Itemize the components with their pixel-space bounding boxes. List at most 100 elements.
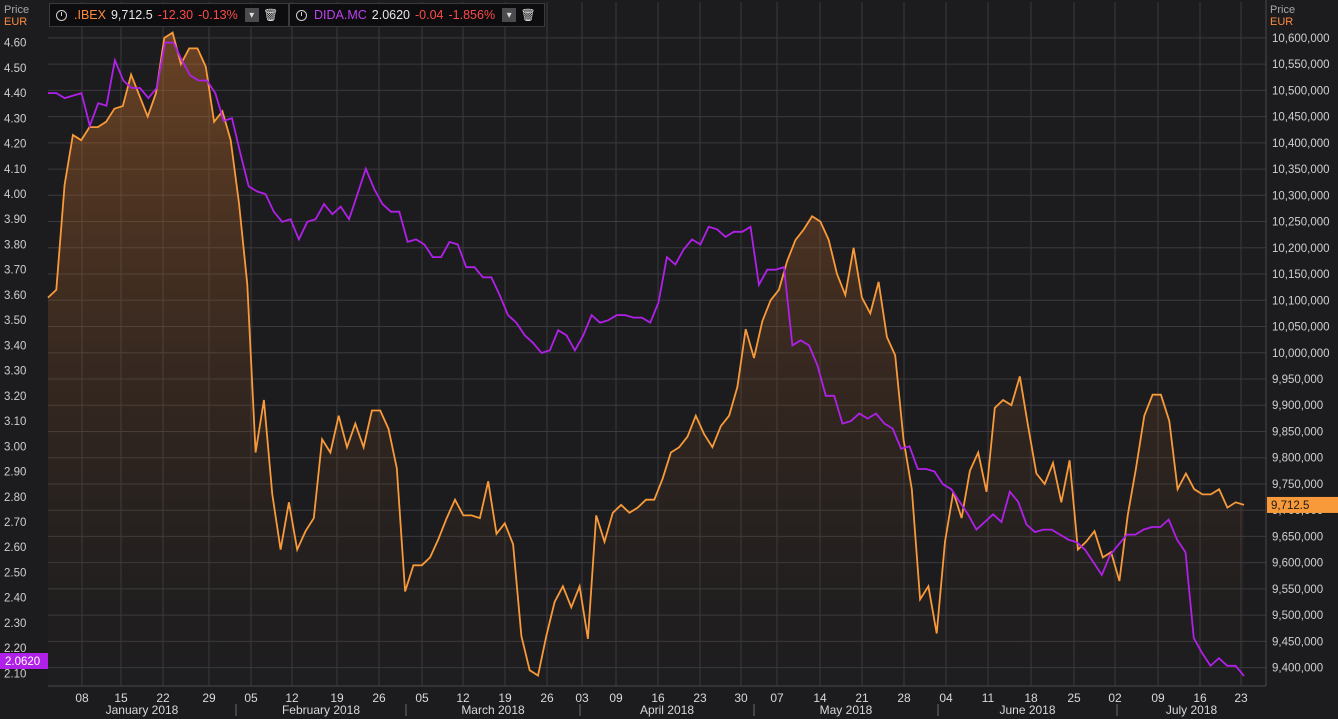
month-label: February 2018	[282, 703, 360, 717]
right-tick-label: 10,150,000	[1272, 269, 1330, 281]
x-tick-label: 03	[575, 691, 589, 705]
month-label: July 2018	[1166, 703, 1218, 717]
clock-icon[interactable]	[56, 9, 67, 21]
ibex-area-fill	[48, 32, 1244, 687]
legend-dida[interactable]: DIDA.MC 2.0620 -0.04 -1.856% ▾ 🗑	[289, 3, 545, 27]
left-axis-label: Price	[4, 4, 30, 16]
legend-ibex[interactable]: .IBEX 9,712.5 -12.30 -0.13% ▾ 🗑	[49, 3, 289, 27]
x-tick-label: 22	[156, 691, 170, 705]
left-tick-label: 3.90	[4, 214, 26, 226]
x-tick-label: 05	[244, 691, 258, 705]
right-tick-label: 9,450,000	[1272, 636, 1323, 648]
right-tick-label: 9,900,000	[1272, 400, 1323, 412]
left-tick-label: 4.40	[4, 88, 26, 100]
x-tick-label: 11	[982, 691, 995, 705]
right-tick-label: 10,400,000	[1272, 138, 1330, 150]
dida-change: -0.04	[415, 8, 444, 22]
right-tick-label: 10,200,000	[1272, 243, 1330, 255]
x-tick-label: 04	[939, 691, 953, 705]
x-tick-label: 18	[1024, 691, 1038, 705]
x-tick-label: 08	[75, 691, 89, 705]
x-tick-label: 25	[1067, 691, 1081, 705]
ibex-change: -12.30	[157, 8, 194, 22]
left-tick-label: 2.10	[4, 668, 26, 680]
dida-line	[48, 41, 1245, 677]
month-label: June 2018	[999, 703, 1055, 717]
ibex-last: 9,712.5	[110, 8, 153, 22]
right-tick-label: 10,300,000	[1272, 190, 1330, 202]
dida-price-tag-text: 2.0620	[5, 656, 40, 668]
x-tick-label: 23	[1234, 691, 1248, 705]
right-tick-label: 10,600,000	[1272, 33, 1330, 45]
dida-last: 2.0620	[371, 8, 411, 22]
x-tick-label: 19	[330, 691, 344, 705]
left-axis-unit: EUR	[4, 16, 28, 28]
left-tick-label: 3.10	[4, 416, 26, 428]
right-tick-label: 9,950,000	[1272, 374, 1323, 386]
x-tick-label: 12	[456, 691, 470, 705]
left-tick-label: 3.70	[4, 265, 26, 277]
left-tick-label: 3.50	[4, 315, 26, 327]
ibex-price-tag	[1267, 496, 1338, 513]
right-axis: 9,400,000 9,450,000 9,500,000 9,550,000 9,60…	[1272, 33, 1330, 675]
left-tick-label: 4.50	[4, 63, 26, 75]
x-tick-label: 19	[498, 691, 512, 705]
left-tick-label: 2.30	[4, 618, 26, 630]
left-tick-label: 2.50	[4, 567, 26, 579]
left-tick-label: 3.30	[4, 366, 26, 378]
right-tick-label: 10,550,000	[1272, 59, 1330, 71]
trash-icon[interactable]: 🗑	[263, 8, 279, 22]
x-axis: 08 15 22 29 05 12 19 26 05 12 19 26 03 09 16 23 30 07 14 21…	[75, 691, 1248, 717]
x-tick-label: 14	[813, 691, 827, 705]
right-tick-label: 9,750,000	[1272, 479, 1323, 491]
chevron-down-icon[interactable]: ▾	[502, 8, 517, 22]
right-tick-label: 9,650,000	[1272, 531, 1323, 543]
left-tick-label: 3.20	[4, 391, 26, 403]
left-tick-label: 2.80	[4, 492, 26, 504]
right-tick-label: 10,100,000	[1272, 295, 1330, 307]
x-tick-label: 02	[1108, 691, 1122, 705]
x-tick-label: 21	[855, 691, 869, 705]
dida-symbol[interactable]: DIDA.MC	[314, 8, 367, 22]
x-tick-label: 29	[202, 691, 216, 705]
x-tick-label: 07	[770, 691, 784, 705]
month-label: March 2018	[461, 703, 525, 717]
left-axis-header: Price EUR	[4, 4, 29, 28]
right-axis-label: Price	[1270, 4, 1296, 16]
left-tick-label: 2.90	[4, 467, 26, 479]
trash-icon[interactable]: 🗑	[520, 8, 536, 22]
x-tick-label: 09	[1151, 691, 1165, 705]
x-tick-label: 05	[415, 691, 429, 705]
right-tick-label: 10,350,000	[1272, 164, 1330, 176]
left-tick-label: 2.60	[4, 542, 26, 554]
left-tick-label: 3.40	[4, 340, 26, 352]
x-tick-label: 09	[609, 691, 623, 705]
left-tick-label: 4.00	[4, 189, 26, 201]
right-tick-label: 9,600,000	[1272, 558, 1323, 570]
month-label: January 2018	[106, 703, 179, 717]
dida-pct: -1.856%	[448, 8, 496, 22]
chevron-down-icon[interactable]: ▾	[244, 8, 259, 22]
right-tick-label: 10,500,000	[1272, 85, 1330, 97]
right-tick-label: 9,400,000	[1272, 663, 1323, 675]
x-tick-label: 12	[285, 691, 299, 705]
left-tick-label: 3.60	[4, 290, 26, 302]
left-tick-label: 2.40	[4, 593, 26, 605]
left-tick-label: 2.20	[4, 643, 26, 655]
x-tick-label: 30	[734, 691, 748, 705]
left-tick-label: 4.30	[4, 113, 26, 125]
left-tick-label: 4.60	[4, 38, 26, 50]
ibex-symbol[interactable]: .IBEX	[74, 8, 106, 22]
right-tick-label: 10,050,000	[1272, 322, 1330, 334]
right-tick-label: 9,550,000	[1272, 584, 1323, 596]
x-tick-label: 16	[1193, 691, 1207, 705]
x-tick-label: 23	[693, 691, 707, 705]
clock-icon[interactable]	[296, 9, 307, 21]
right-axis-header: Price EUR	[1270, 4, 1295, 28]
x-tick-label: 16	[651, 691, 665, 705]
ibex-price-tag-text: 9,712.5	[1271, 500, 1309, 512]
right-tick-label: 10,450,000	[1272, 112, 1330, 124]
month-label: May 2018	[820, 703, 873, 717]
left-tick-label: 3.80	[4, 239, 26, 251]
